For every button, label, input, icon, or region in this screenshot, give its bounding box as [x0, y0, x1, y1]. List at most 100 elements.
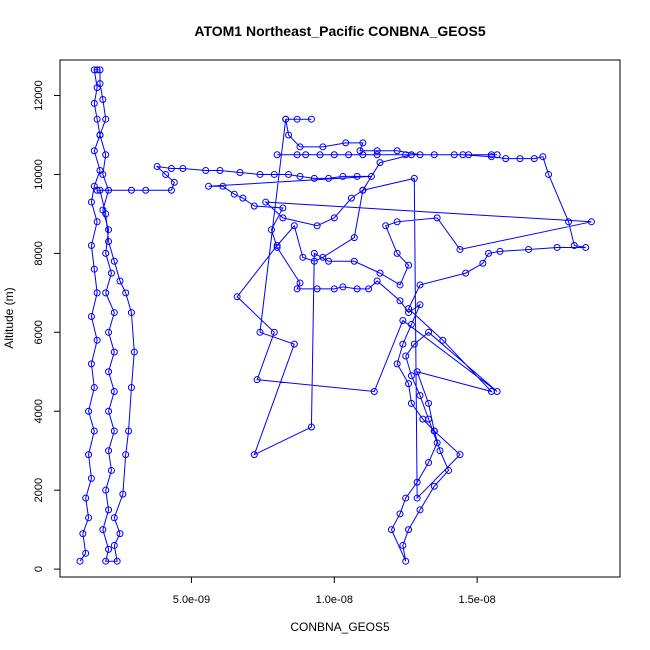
data-point [353, 172, 361, 180]
data-point [216, 167, 224, 174]
data-point [256, 170, 264, 178]
data-point [87, 474, 95, 482]
x-tick-label: 1.0e-08 [316, 594, 353, 606]
data-point [99, 170, 107, 178]
data-point [125, 427, 133, 435]
data-point [233, 293, 241, 301]
data-point [307, 115, 315, 123]
data-point [313, 285, 321, 293]
data-point [293, 151, 301, 159]
data-point [302, 151, 310, 159]
data-point [485, 249, 493, 257]
data-point [96, 186, 104, 194]
data-point [110, 348, 118, 356]
data-point [413, 368, 421, 376]
data-point [102, 557, 110, 565]
data-point [393, 218, 401, 226]
data-point [416, 391, 424, 399]
data-point [430, 482, 438, 490]
data-point [267, 226, 275, 234]
data-point [90, 265, 98, 273]
data-point [410, 174, 418, 182]
data-point [396, 510, 404, 518]
data-point [342, 139, 350, 147]
data-point [107, 466, 115, 474]
data-point [402, 557, 410, 565]
data-point [90, 427, 98, 435]
data-point [299, 253, 307, 261]
x-tick-label: 1.5e-08 [458, 594, 495, 606]
x-axis-label: CONBNA_GEOS5 [290, 620, 390, 634]
data-point [330, 151, 338, 159]
data-point [105, 545, 113, 553]
data-point [416, 301, 424, 309]
data-point [90, 384, 98, 392]
data-point [122, 289, 130, 297]
data-point [282, 115, 290, 123]
data-point [293, 115, 301, 123]
data-point [402, 151, 410, 159]
data-point [285, 170, 293, 178]
data-point [410, 340, 418, 348]
data-point [87, 313, 95, 321]
data-point [393, 147, 401, 155]
data-point [545, 170, 553, 178]
y-tick-label: 6000 [33, 320, 45, 344]
data-point [93, 115, 101, 123]
data-point [582, 243, 590, 251]
data-point [90, 147, 98, 155]
data-point [85, 407, 93, 415]
data-point [96, 80, 104, 88]
data-point [96, 131, 104, 139]
data-point [105, 407, 113, 415]
data-point [122, 451, 130, 459]
data-point [565, 218, 573, 226]
data-point [445, 466, 453, 474]
data-point [102, 486, 110, 494]
data-point [93, 66, 101, 74]
data-point [253, 376, 261, 384]
data-point [270, 328, 278, 336]
data-point [105, 447, 113, 455]
data-point [425, 459, 433, 467]
data-point [350, 234, 358, 242]
data-point [353, 285, 361, 293]
data-point [425, 415, 433, 423]
data-point [373, 151, 381, 159]
data-point [405, 305, 413, 313]
data-point [396, 297, 404, 305]
data-point [416, 281, 424, 289]
data-point [516, 155, 524, 163]
data-point [367, 172, 375, 180]
data-point [270, 170, 278, 178]
series-points [76, 66, 595, 565]
data-point [105, 368, 113, 376]
data-point [93, 289, 101, 297]
y-axis-label: Altitude (m) [2, 287, 16, 348]
data-point [407, 320, 415, 328]
data-point [110, 388, 118, 396]
data-point [325, 257, 333, 265]
data-point [102, 115, 110, 123]
data-point [110, 541, 118, 549]
data-point [102, 210, 110, 218]
data-point [413, 494, 421, 502]
data-point [93, 218, 101, 226]
data-point [553, 243, 561, 251]
data-point [396, 281, 404, 289]
data-point [82, 494, 90, 502]
series-line [79, 69, 592, 562]
data-point [313, 222, 321, 230]
data-point [290, 340, 298, 348]
data-point [127, 186, 135, 194]
data-point [405, 261, 413, 269]
data-point [142, 186, 150, 194]
chart-title: ATOM1 Northeast_Pacific CONBNA_GEOS5 [194, 23, 485, 39]
data-point [273, 151, 281, 159]
data-point [479, 259, 487, 267]
data-point [436, 447, 444, 455]
x-axis: 5.0e-09 1.0e-08 1.5e-08 [173, 576, 496, 606]
data-point [416, 151, 424, 159]
data-point [462, 269, 470, 277]
data-point [405, 526, 413, 534]
